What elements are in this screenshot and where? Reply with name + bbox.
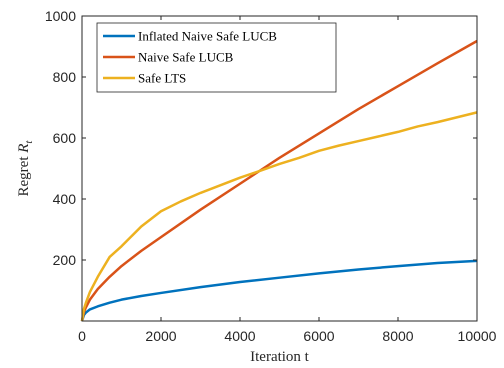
- tick-layer: 0 2000 4000 6000 8000 10000 200 400 600 800 1000: [45, 8, 497, 344]
- x-tick-label-10000: 10000: [458, 328, 497, 344]
- legend-label-naive-safe-lucb: Naive Safe LUCB: [138, 50, 234, 65]
- legend-label-safe-lts: Safe LTS: [138, 71, 186, 86]
- x-tick-label-4000: 4000: [224, 328, 255, 344]
- x-tick-label-0: 0: [78, 328, 86, 344]
- x-axis-title: Iteration t: [250, 349, 310, 365]
- y-tick-label-1000: 1000: [45, 8, 76, 24]
- x-tick-label-8000: 8000: [382, 328, 413, 344]
- series-layer: [80, 39, 478, 322]
- y-axis-title-symbol: R: [16, 144, 32, 154]
- series-line-naive-safe-lucb: [80, 39, 478, 322]
- series-line-inflated-naive-safe-lucb: [80, 259, 478, 322]
- x-tick-label-6000: 6000: [303, 328, 334, 344]
- series-line-safe-lts: [80, 111, 478, 322]
- y-tick-label-600: 600: [53, 130, 77, 146]
- y-tick-label-200: 200: [53, 252, 77, 268]
- y-axis-title-subscript: t: [23, 140, 35, 144]
- y-axis-title-prefix: Regret: [16, 153, 32, 197]
- y-tick-label-400: 400: [53, 191, 77, 207]
- y-axis-title: Regret Rt: [16, 140, 35, 197]
- legend-box: [96, 22, 337, 93]
- legend-label-inflated-naive-safe-lucb: Inflated Naive Safe LUCB: [138, 29, 277, 44]
- legend: Inflated Naive Safe LUCB Naive Safe LUCB…: [96, 22, 337, 93]
- plot-frame: [81, 15, 478, 322]
- y-tick-label-800: 800: [53, 69, 77, 85]
- x-tick-label-2000: 2000: [145, 328, 176, 344]
